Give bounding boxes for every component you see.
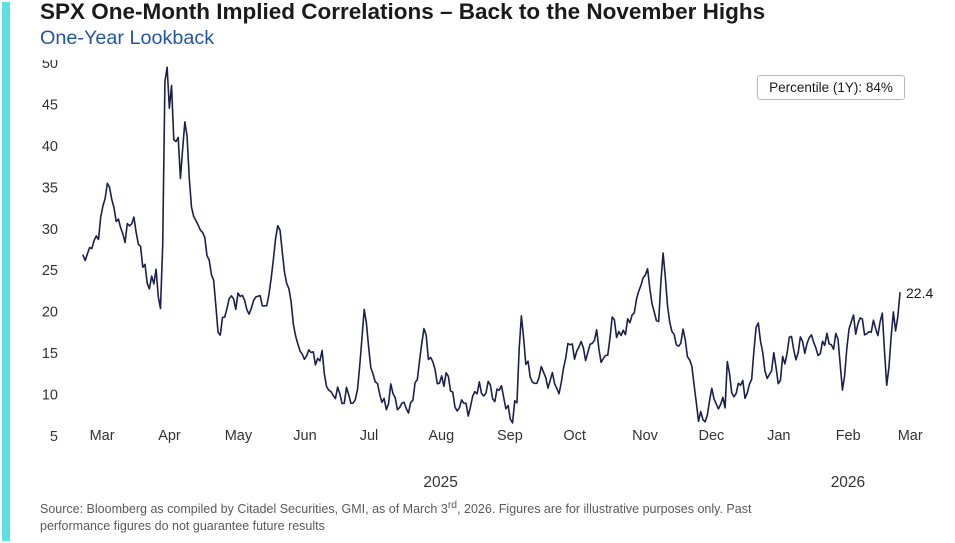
svg-text:Sep: Sep (497, 428, 523, 444)
svg-text:Mar: Mar (898, 428, 923, 444)
svg-text:2026: 2026 (831, 474, 865, 491)
svg-text:25: 25 (42, 263, 58, 279)
svg-text:Jul: Jul (360, 428, 379, 444)
svg-text:Oct: Oct (563, 428, 586, 444)
svg-text:5: 5 (50, 429, 58, 445)
svg-text:15: 15 (42, 346, 58, 362)
svg-text:Jun: Jun (293, 428, 316, 444)
svg-text:Jan: Jan (767, 428, 790, 444)
svg-text:May: May (225, 428, 253, 444)
svg-text:30: 30 (42, 222, 58, 238)
svg-text:Dec: Dec (699, 428, 725, 444)
svg-text:50: 50 (42, 60, 58, 72)
svg-text:35: 35 (42, 180, 58, 196)
svg-text:20: 20 (42, 305, 58, 321)
svg-text:45: 45 (42, 97, 58, 113)
svg-text:10: 10 (42, 388, 58, 404)
svg-text:Mar: Mar (90, 428, 115, 444)
svg-text:Aug: Aug (428, 428, 454, 444)
svg-text:Nov: Nov (632, 428, 659, 444)
svg-text:Feb: Feb (836, 428, 861, 444)
svg-text:2025: 2025 (423, 474, 457, 491)
svg-text:22.4: 22.4 (906, 285, 933, 301)
svg-text:Apr: Apr (158, 428, 181, 444)
svg-text:40: 40 (42, 139, 58, 155)
